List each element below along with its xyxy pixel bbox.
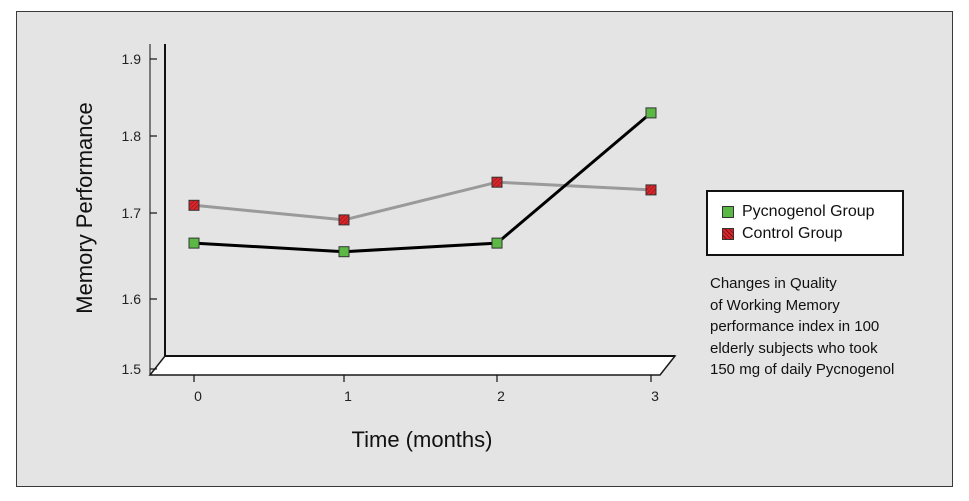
control-data-point: [338, 214, 350, 226]
x-tick-label: 3: [651, 388, 659, 404]
x-tick-label: 0: [194, 388, 202, 404]
pycnogenol-data-point: [188, 237, 200, 249]
y-tick-label: 1.9: [122, 51, 142, 67]
red-hatched-square-icon: [722, 228, 734, 240]
control-data-point: [491, 176, 503, 188]
y-tick-label: 1.6: [122, 291, 142, 307]
pycnogenol-data-point: [491, 237, 503, 249]
x-axis-ticks: 0 1 2 3: [193, 375, 659, 404]
annotation-line: elderly subjects who took: [710, 339, 878, 357]
y-tick-label: 1.5: [122, 361, 142, 377]
pycnogenol-data-point: [338, 246, 350, 258]
series-markers: [188, 107, 657, 258]
annotation-line: Changes in Quality: [710, 275, 837, 292]
pycnogenol-data-point: [645, 107, 657, 119]
x-tick-label: 1: [344, 388, 352, 404]
y-tick-label: 1.7: [122, 205, 142, 221]
green-square-icon: [722, 206, 734, 218]
legend-label: Pycnogenol Group: [742, 203, 875, 220]
x-axis-title: Time (months): [352, 427, 493, 452]
annotation-line: of Working Memory: [710, 296, 840, 314]
control-data-point: [188, 199, 200, 211]
y-axis-title: Memory Performance: [72, 102, 97, 314]
legend-item-pycnogenol: Pycnogenol Group: [722, 201, 902, 223]
plot-floor: [148, 355, 677, 376]
control-data-point: [645, 184, 657, 196]
legend: Pycnogenol Group Control Group: [706, 190, 904, 256]
y-axis-ticks: 1.5 1.6 1.7 1.8 1.9: [122, 51, 157, 377]
control-series-line: [193, 180, 652, 222]
chart-annotation: Changes in Quality of Working Memory per…: [710, 273, 945, 381]
annotation-line: 150 mg of daily Pycnogenol: [710, 361, 895, 378]
annotation-line: performance index in 100: [710, 318, 880, 335]
legend-item-control: Control Group: [722, 223, 902, 245]
pycnogenol-series-line: [193, 111, 652, 254]
x-tick-label: 2: [497, 388, 505, 404]
y-tick-label: 1.8: [122, 128, 142, 144]
legend-label: Control Group: [742, 225, 843, 242]
series-lines: [193, 111, 652, 254]
